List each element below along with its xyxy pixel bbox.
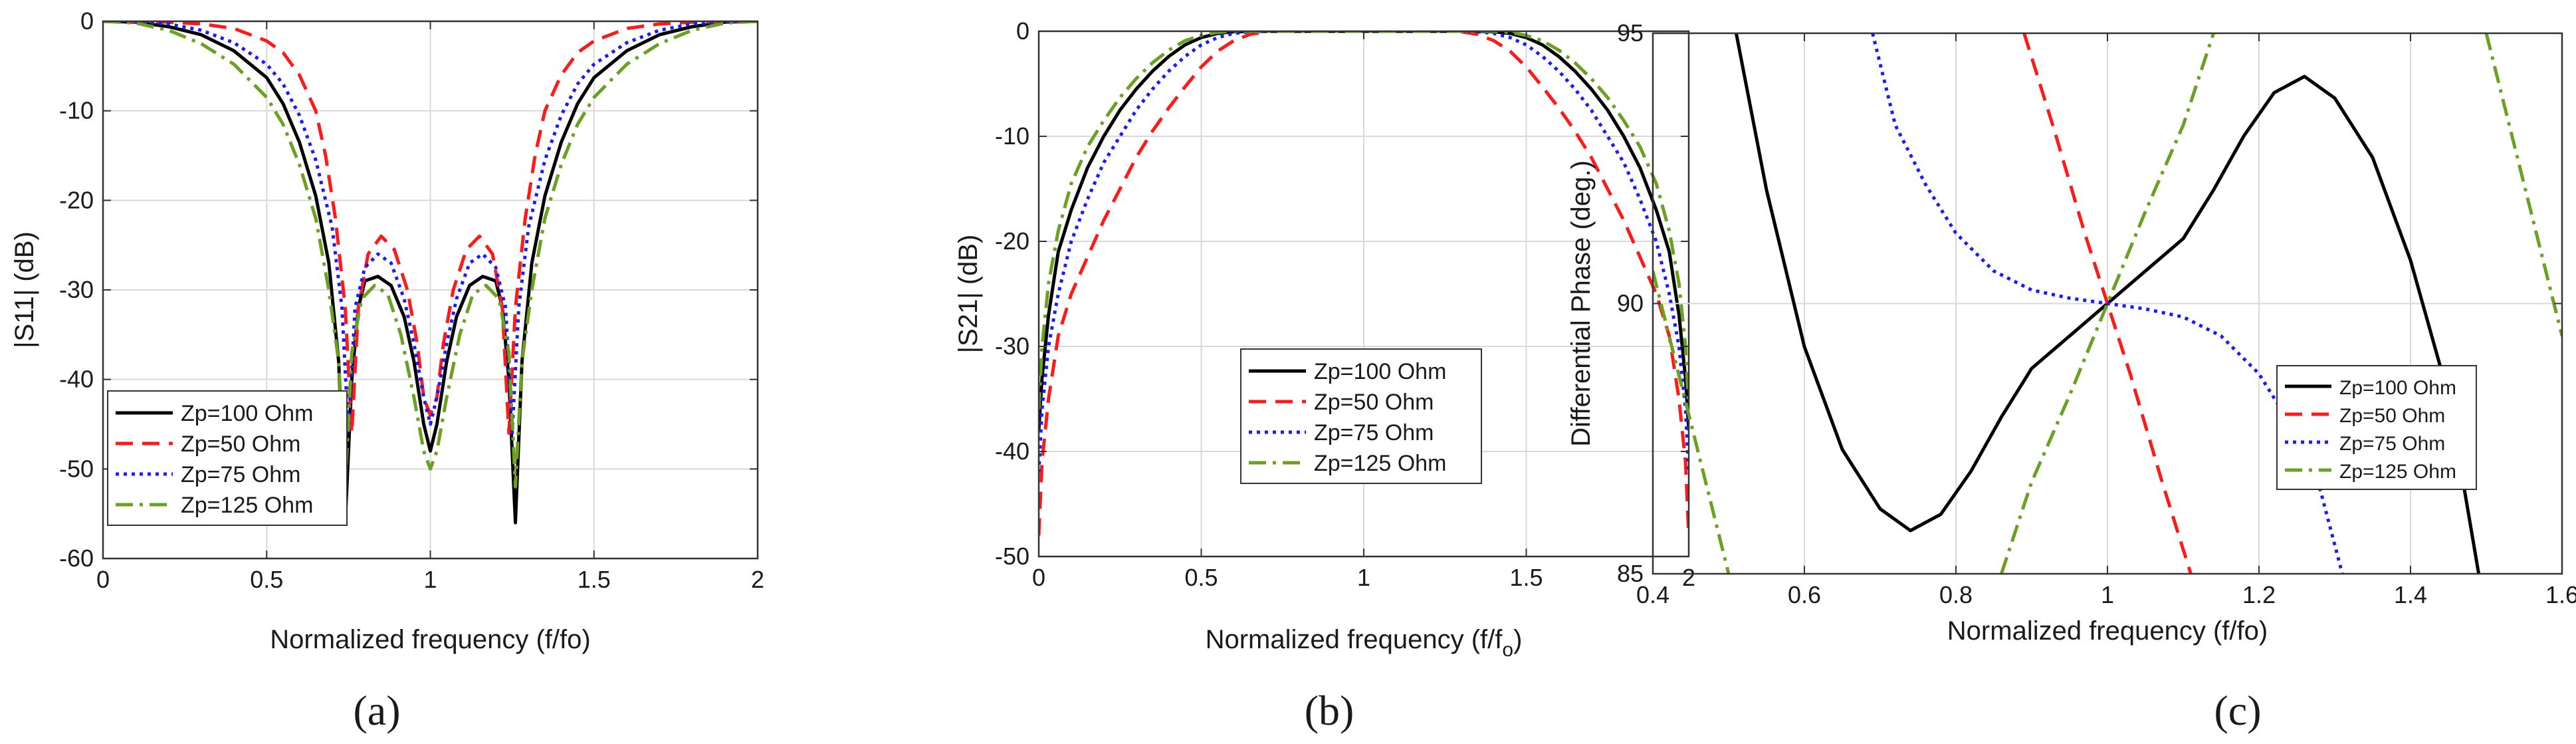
legend-label: Zp=100 Ohm (1314, 359, 1446, 384)
x-tick-label: 0.5 (1184, 564, 1218, 591)
legend-label: Zp=75 Ohm (1314, 420, 1434, 445)
panel-b: 0 0.5 1 1.5 2 -50 -40 -30 -20 -10 0 Normalized freq… (954, 17, 1695, 734)
x-tick-label: 1.5 (578, 566, 611, 593)
legend-label: Zp=75 Ohm (2339, 433, 2445, 455)
x-tick-label: 0.8 (1939, 581, 1973, 608)
x-tick-label: 0 (96, 566, 110, 593)
series-group-c (1653, 33, 2562, 574)
legend-a: Zp=100 Ohm Zp=50 Ohm Zp=75 Ohm Zp=125 Ohm (107, 390, 348, 526)
legend-label: Zp=100 Ohm (181, 401, 313, 426)
panel-label-a: (a) (353, 687, 400, 734)
y-tick-label: -60 (59, 545, 94, 572)
legend-label: Zp=50 Ohm (1314, 390, 1434, 415)
x-tick-label: 0.5 (250, 566, 283, 593)
y-tick-label: -50 (59, 455, 94, 482)
x-tick-label: 2 (1682, 564, 1695, 591)
x-axis-label-end: ) (1513, 625, 1522, 654)
series-group-b (1039, 31, 1689, 536)
y-tick-label: -10 (995, 122, 1029, 150)
x-tick-label: 1 (2101, 581, 2114, 608)
panel-a: 0 0.5 1 1.5 2 -60 -50 -40 -30 -20 -10 0 Normalized f… (10, 7, 764, 734)
series-line-zp-125-ohm (1653, 271, 1731, 574)
series-line-zp-50-ohm (103, 21, 758, 435)
x-tick-label: 2 (751, 566, 764, 593)
tick-marks-c (1652, 33, 2563, 574)
series-group-a (103, 21, 758, 525)
series-line-zp-125-ohm (2484, 33, 2562, 336)
series-line-zp-100-ohm (103, 21, 758, 525)
y-tick-label: -30 (995, 332, 1029, 360)
legend-c: Zp=100 Ohm Zp=50 Ohm Zp=75 Ohm Zp=125 Ohm (2276, 365, 2477, 490)
tick-marks-b (1038, 31, 1689, 557)
series-line-zp-75-ohm (1461, 31, 1689, 473)
y-tick-label: 90 (1617, 290, 1644, 317)
x-axis-label: Normalized frequency (f/fo) (1947, 616, 2268, 646)
legend-label: Zp=75 Ohm (181, 462, 300, 487)
x-tick-label: 0.4 (1636, 581, 1669, 608)
y-axis-label: Differential Phase (deg.) (1566, 160, 1596, 447)
x-tick-label: 0.6 (1788, 581, 1821, 608)
y-tick-label: -40 (995, 437, 1029, 465)
y-axis-label: |S21| (dB) (954, 235, 983, 354)
y-tick-label: -20 (995, 227, 1029, 255)
y-tick-label: -50 (995, 543, 1029, 570)
series-line-zp-125-ohm (2000, 33, 2215, 574)
series-line-zp-50-ohm (1461, 31, 1689, 536)
x-tick-label: 0 (1032, 564, 1045, 591)
x-tick-label: 1.5 (1509, 564, 1543, 591)
y-tick-label: -10 (59, 97, 94, 124)
y-tick-label: -20 (59, 186, 94, 213)
y-tick-label: 0 (80, 7, 94, 35)
series-line-zp-125-ohm (103, 21, 758, 489)
panel-label-c: (c) (2214, 687, 2261, 734)
series-line-zp-75-ohm (1039, 31, 1267, 473)
series-line-zp-100-ohm (1039, 31, 1689, 431)
y-tick-label: -30 (59, 276, 94, 303)
legend-b: Zp=100 Ohm Zp=50 Ohm Zp=75 Ohm Zp=125 Ohm (1240, 348, 1482, 484)
legend-label: Zp=125 Ohm (181, 493, 313, 518)
x-tick-label: 1.6 (2545, 581, 2576, 608)
series-line-zp-75-ohm (103, 21, 758, 435)
panel-label-b: (b) (1305, 687, 1354, 734)
x-axis-label: Normalized frequency (f/fo) (1206, 625, 1523, 661)
series-line-zp-50-ohm (1039, 31, 1267, 536)
legend-label: Zp=125 Ohm (2339, 461, 2456, 483)
y-tick-label: 85 (1617, 560, 1644, 587)
y-tick-label: -40 (59, 366, 94, 393)
x-axis-label: Normalized frequency (f/fo) (270, 625, 590, 654)
x-axis-label-subscript: o (1502, 639, 1513, 661)
legend-label: Zp=125 Ohm (1314, 451, 1446, 476)
series-line-zp-75-ohm (1871, 33, 2344, 574)
legend-label: Zp=50 Ohm (2339, 405, 2445, 427)
panel-c: 0.4 0.6 0.8 1 1.2 1.4 1.6 85 90 95 Normalized freq… (1566, 19, 2576, 734)
x-tick-label: 1 (1357, 564, 1370, 591)
y-tick-label: 95 (1617, 19, 1644, 47)
y-tick-label: 0 (1016, 17, 1029, 45)
y-axis-label: |S11| (dB) (10, 231, 39, 348)
legend-label: Zp=100 Ohm (2339, 377, 2456, 399)
x-tick-label: 1 (423, 566, 437, 593)
x-tick-label: 1.2 (2242, 581, 2276, 608)
legend-label: Zp=50 Ohm (181, 432, 300, 457)
x-tick-label: 1.4 (2394, 581, 2427, 608)
